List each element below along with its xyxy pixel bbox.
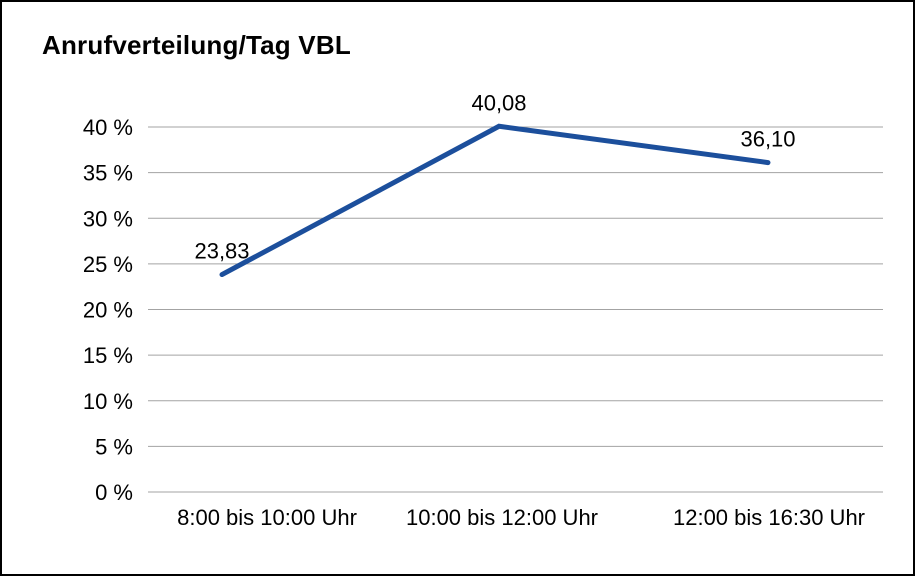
y-axis-tick-label: 0 % <box>95 480 133 505</box>
data-point-label: 23,83 <box>194 239 249 264</box>
y-axis-tick-label: 25 % <box>83 252 133 277</box>
x-axis-tick-label: 8:00 bis 10:00 Uhr <box>177 505 357 530</box>
chart-title: Anrufverteilung/Tag VBL <box>42 30 351 60</box>
y-axis-tick-label: 5 % <box>95 434 133 459</box>
y-axis-tick-label: 35 % <box>83 161 133 186</box>
y-axis-tick-label: 15 % <box>83 343 133 368</box>
data-line <box>219 123 771 278</box>
x-axis-tick-label: 10:00 bis 12:00 Uhr <box>406 505 598 530</box>
x-axis-tick-label: 12:00 bis 16:30 Uhr <box>673 505 865 530</box>
y-axis-tick-label: 20 % <box>83 298 133 323</box>
data-point-label: 36,10 <box>740 127 795 152</box>
data-point-label: 40,08 <box>471 90 526 115</box>
y-axis-tick-label: 30 % <box>83 206 133 231</box>
y-axis-tick-label: 10 % <box>83 389 133 414</box>
y-axis-tick-label: 40 % <box>83 115 133 140</box>
